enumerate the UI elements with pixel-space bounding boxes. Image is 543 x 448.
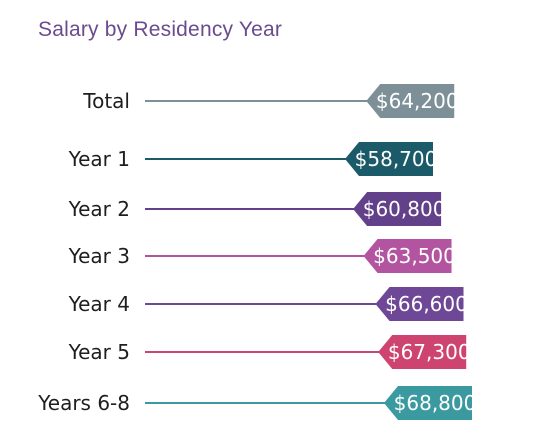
value-label-total: $64,200 (376, 89, 459, 113)
category-label-year-5: Year 5 (68, 340, 130, 364)
value-label-year-3: $63,500 (373, 244, 456, 268)
value-label-year-4: $66,600 (385, 292, 468, 316)
category-label-year-1: Year 1 (68, 147, 130, 171)
chart-title: Salary by Residency Year (38, 18, 283, 41)
category-label-years-6-8: Years 6-8 (37, 391, 130, 415)
value-label-year-5: $67,300 (388, 340, 471, 364)
value-label-years-6-8: $68,800 (394, 391, 477, 415)
value-label-year-1: $58,700 (355, 147, 438, 171)
value-tag-year-2 (353, 192, 442, 226)
category-label-total: Total (82, 89, 130, 113)
category-label-year-2: Year 2 (68, 197, 130, 221)
value-tag-year-4 (375, 287, 464, 321)
category-label-year-4: Year 4 (68, 292, 130, 316)
value-tag-year-1 (345, 142, 433, 176)
value-tag-years-6-8 (384, 386, 472, 420)
value-tag-year-5 (378, 335, 467, 369)
value-label-year-2: $60,800 (363, 197, 446, 221)
value-tag-total (366, 84, 455, 118)
category-label-year-3: Year 3 (68, 244, 130, 268)
value-tag-year-3 (363, 239, 452, 273)
